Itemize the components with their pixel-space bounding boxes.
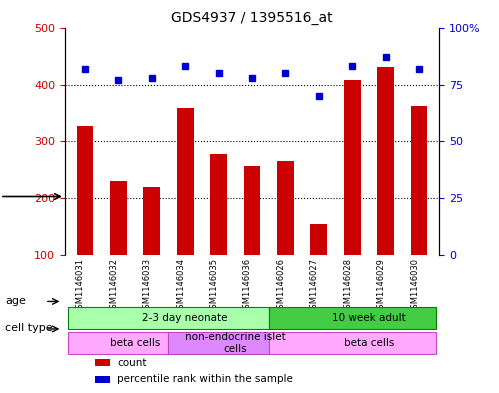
- Bar: [177, 108, 194, 255]
- Bar: [110, 182, 127, 255]
- FancyBboxPatch shape: [68, 307, 268, 329]
- Text: count: count: [117, 358, 147, 368]
- Bar: [277, 162, 294, 255]
- Text: beta cells: beta cells: [110, 338, 160, 348]
- Text: GSM1146031: GSM1146031: [76, 258, 85, 314]
- FancyBboxPatch shape: [169, 332, 268, 354]
- Text: GSM1146034: GSM1146034: [176, 258, 185, 314]
- Text: cell type: cell type: [5, 323, 52, 333]
- Text: GSM1146035: GSM1146035: [210, 258, 219, 314]
- Text: GSM1146029: GSM1146029: [377, 258, 386, 314]
- FancyBboxPatch shape: [268, 332, 436, 354]
- Text: GSM1146036: GSM1146036: [243, 258, 252, 314]
- Text: GSM1146026: GSM1146026: [276, 258, 285, 314]
- Bar: [310, 224, 327, 255]
- Text: percentile rank within the sample: percentile rank within the sample: [117, 374, 293, 384]
- Text: beta cells: beta cells: [344, 338, 394, 348]
- FancyBboxPatch shape: [68, 332, 169, 354]
- Bar: [244, 166, 260, 255]
- Title: GDS4937 / 1395516_at: GDS4937 / 1395516_at: [171, 11, 333, 25]
- Text: GSM1146032: GSM1146032: [109, 258, 118, 314]
- Bar: [95, 359, 110, 366]
- Text: GSM1146030: GSM1146030: [410, 258, 419, 314]
- Bar: [377, 68, 394, 255]
- Text: GSM1146028: GSM1146028: [343, 258, 352, 314]
- Bar: [143, 187, 160, 255]
- Text: 2-3 day neonate: 2-3 day neonate: [142, 313, 228, 323]
- Bar: [210, 154, 227, 255]
- Text: non-endocrine islet
cells: non-endocrine islet cells: [185, 332, 285, 354]
- Text: GSM1146033: GSM1146033: [143, 258, 152, 314]
- Text: age: age: [5, 296, 26, 306]
- Bar: [76, 125, 93, 255]
- FancyBboxPatch shape: [268, 307, 436, 329]
- Text: GSM1146027: GSM1146027: [310, 258, 319, 314]
- Bar: [95, 376, 110, 383]
- Bar: [344, 80, 361, 255]
- Bar: [411, 106, 428, 255]
- Text: 10 week adult: 10 week adult: [332, 313, 406, 323]
